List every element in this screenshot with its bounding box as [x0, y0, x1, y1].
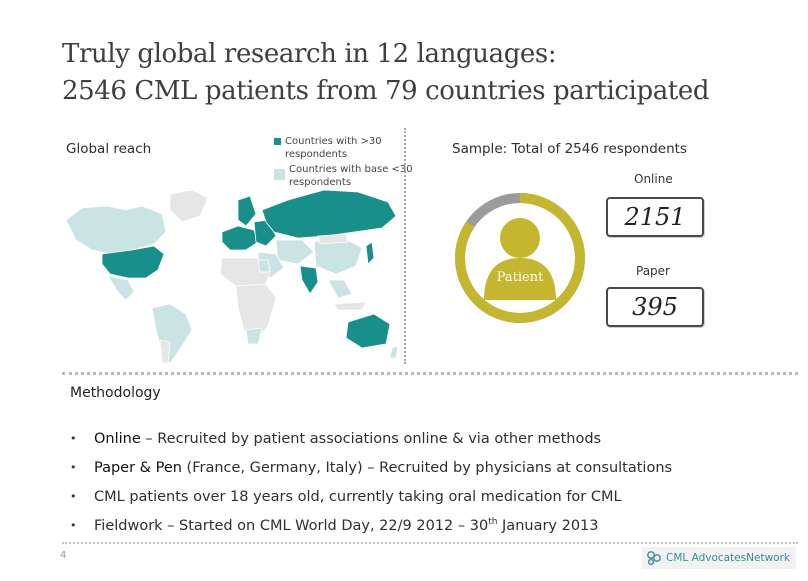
world-map: [65, 189, 399, 365]
map-canada: [65, 205, 167, 255]
bullet-icon: •: [70, 461, 77, 474]
map-argentina: [159, 339, 171, 365]
legend-swatch-dark: [274, 138, 281, 145]
list-item-text-end: January 2013: [497, 518, 599, 534]
list-item-text: CML patients over 18 years old, currentl…: [94, 489, 622, 505]
map-russia: [261, 189, 397, 239]
list-item: • Fieldwork – Started on CML World Day, …: [70, 515, 672, 544]
title-line-2: 2546 CML patients from 79 countries part…: [62, 76, 710, 106]
map-western-europe: [221, 225, 259, 251]
legend-label-under-30: Countries with base <30 respondents: [289, 164, 413, 188]
patient-figure: [484, 218, 556, 300]
map-legend: Countries with >30 respondents Countries…: [274, 135, 414, 191]
map-australia: [345, 313, 391, 349]
paper-label: Paper: [636, 264, 670, 278]
map-usa: [101, 245, 165, 279]
map-south-africa: [245, 327, 263, 345]
list-item: • Paper & Pen (France, Germany, Italy) –…: [70, 457, 672, 486]
map-egypt: [257, 259, 271, 273]
legend-label-over-30: Countries with >30 respondents: [285, 136, 382, 160]
donut-svg: Patient: [455, 193, 585, 323]
map-africa: [235, 283, 277, 343]
online-label: Online: [634, 172, 673, 186]
horizontal-divider-bottom: [62, 542, 798, 544]
sample-label: Sample: Total of 2546 respondents: [452, 141, 687, 157]
list-item-text: (France, Germany, Italy) – Recruited by …: [181, 460, 673, 476]
network-icon: [647, 551, 661, 566]
bullet-icon: •: [70, 432, 77, 445]
vertical-divider: [404, 128, 406, 364]
online-value-box: 2151: [606, 197, 704, 237]
bullet-icon: •: [70, 490, 77, 503]
bullet-icon: •: [70, 519, 77, 532]
title-line-1: Truly global research in 12 languages:: [62, 39, 557, 69]
list-item-text: Fieldwork – Started on CML World Day, 22…: [94, 518, 489, 534]
patient-label: Patient: [497, 270, 544, 285]
legend-swatch-light: [274, 169, 285, 180]
list-item: • CML patients over 18 years old, curren…: [70, 486, 672, 515]
list-item-bold: Paper & Pen: [94, 460, 182, 476]
list-item-text: – Recruited by patient associations onli…: [140, 431, 602, 447]
legend-item-over-30: Countries with >30 respondents: [274, 135, 414, 161]
legend-item-under-30: Countries with base <30 respondents: [274, 163, 414, 189]
map-mongolia: [317, 233, 349, 245]
map-scandinavia: [237, 195, 257, 227]
map-new-zealand: [389, 345, 399, 359]
map-mexico: [107, 275, 135, 301]
cml-advocates-logo: CML AdvocatesNetwork: [642, 547, 796, 569]
map-japan: [365, 241, 375, 265]
page-number: 4: [60, 550, 67, 561]
list-item-bold: Online: [94, 431, 141, 447]
methodology-list: • Online – Recruited by patient associat…: [70, 428, 672, 544]
paper-value-box: 395: [606, 287, 704, 327]
donut-ring-online: [455, 193, 585, 323]
sample-donut: Patient: [450, 188, 590, 328]
map-southeast-asia: [327, 279, 353, 299]
map-central-asia: [275, 239, 315, 265]
list-item: • Online – Recruited by patient associat…: [70, 428, 672, 457]
methodology-heading: Methodology: [70, 385, 161, 401]
slide-title: Truly global research in 12 languages: 2…: [62, 36, 709, 110]
patient-head: [500, 218, 540, 258]
map-indonesia: [333, 301, 367, 311]
map-south-america: [151, 303, 193, 365]
map-india: [299, 265, 319, 295]
logo-text: CML AdvocatesNetwork: [666, 552, 790, 564]
horizontal-divider-top: [62, 372, 798, 375]
patient-body: [484, 258, 556, 300]
ordinal-suffix: th: [488, 517, 498, 528]
global-reach-label: Global reach: [66, 141, 152, 157]
map-greenland: [169, 189, 209, 223]
